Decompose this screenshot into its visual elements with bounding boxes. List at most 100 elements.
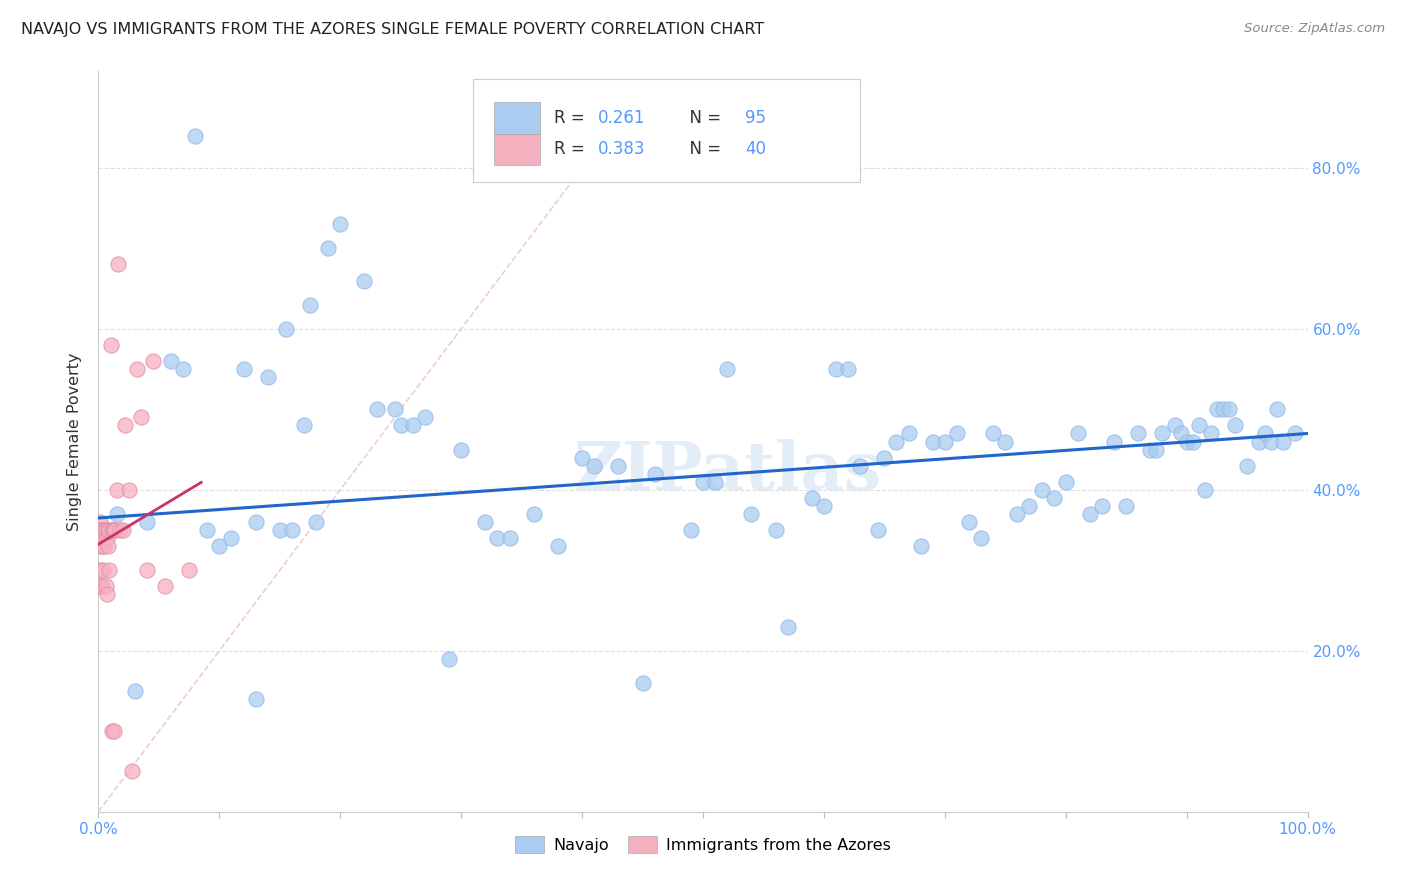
Point [571, 450, 593, 465]
Point [1091, 499, 1114, 513]
Point [127, 362, 149, 376]
Point [1128, 426, 1150, 441]
Point [1194, 483, 1216, 497]
Point [91, 579, 114, 593]
Point [813, 499, 835, 513]
Point [402, 418, 425, 433]
Text: ZIPatlas: ZIPatlas [574, 439, 882, 504]
Point [946, 426, 969, 441]
Point [1188, 418, 1211, 433]
Point [91, 539, 114, 553]
Point [1267, 402, 1289, 417]
Point [1163, 418, 1185, 433]
Point [90, 579, 112, 593]
Point [208, 539, 231, 553]
Point [1139, 442, 1161, 457]
Point [118, 483, 141, 497]
Point [105, 483, 128, 497]
Point [474, 515, 496, 529]
Point [172, 362, 194, 376]
Point [245, 515, 267, 529]
Point [523, 507, 546, 521]
Point [389, 418, 412, 433]
Point [135, 515, 157, 529]
Point [547, 539, 569, 553]
Point [486, 531, 509, 545]
Point [108, 523, 131, 537]
Point [105, 507, 128, 521]
Text: R =: R = [554, 140, 591, 158]
Point [800, 491, 823, 505]
Point [776, 619, 799, 633]
Point [135, 563, 157, 577]
Point [1031, 483, 1053, 497]
Point [91, 563, 114, 577]
Point [1078, 507, 1101, 521]
Point [413, 410, 436, 425]
Point [1272, 434, 1295, 449]
Point [96, 531, 118, 545]
Point [98, 523, 121, 537]
Point [103, 724, 125, 739]
Text: NAVAJO VS IMMIGRANTS FROM THE AZORES SINGLE FEMALE POVERTY CORRELATION CHART: NAVAJO VS IMMIGRANTS FROM THE AZORES SIN… [21, 22, 765, 37]
Point [97, 523, 120, 537]
Point [96, 587, 118, 601]
Point [450, 442, 472, 457]
Point [1260, 434, 1282, 449]
Point [103, 523, 125, 537]
Point [142, 354, 165, 368]
Text: 95: 95 [745, 109, 766, 127]
Point [114, 418, 136, 433]
Point [91, 523, 114, 537]
Point [934, 434, 956, 449]
Point [679, 523, 702, 537]
Point [107, 258, 129, 272]
Point [94, 523, 117, 537]
FancyBboxPatch shape [494, 103, 540, 134]
Point [1146, 442, 1168, 457]
Point [179, 563, 201, 577]
Point [1007, 507, 1029, 521]
Point [89, 539, 111, 553]
Point [353, 274, 375, 288]
Point [1170, 426, 1192, 441]
Point [868, 523, 890, 537]
Point [498, 531, 520, 545]
Point [583, 458, 606, 473]
Point [366, 402, 388, 417]
Legend: Navajo, Immigrants from the Azores: Navajo, Immigrants from the Azores [509, 830, 897, 859]
Point [716, 362, 738, 376]
Point [910, 539, 932, 553]
Point [873, 450, 896, 465]
Point [437, 652, 460, 666]
Point [100, 523, 122, 537]
Point [765, 523, 787, 537]
Point [1212, 402, 1234, 417]
Text: N =: N = [679, 140, 725, 158]
Point [93, 523, 115, 537]
Point [704, 475, 727, 489]
Point [1018, 499, 1040, 513]
Point [269, 523, 291, 537]
Point [1152, 426, 1174, 441]
Point [104, 523, 127, 537]
Point [184, 128, 207, 143]
Point [329, 217, 352, 231]
Point [1102, 434, 1125, 449]
Point [305, 515, 328, 529]
Point [129, 410, 152, 425]
Point [94, 579, 117, 593]
Point [1218, 402, 1240, 417]
Point [957, 515, 980, 529]
Point [1115, 499, 1137, 513]
Point [1054, 475, 1077, 489]
Point [1181, 434, 1204, 449]
Point [1236, 458, 1258, 473]
Point [281, 523, 304, 537]
Point [292, 418, 315, 433]
Point [256, 370, 278, 384]
Point [1042, 491, 1064, 505]
Point [607, 458, 630, 473]
Point [221, 531, 243, 545]
Point [849, 458, 872, 473]
